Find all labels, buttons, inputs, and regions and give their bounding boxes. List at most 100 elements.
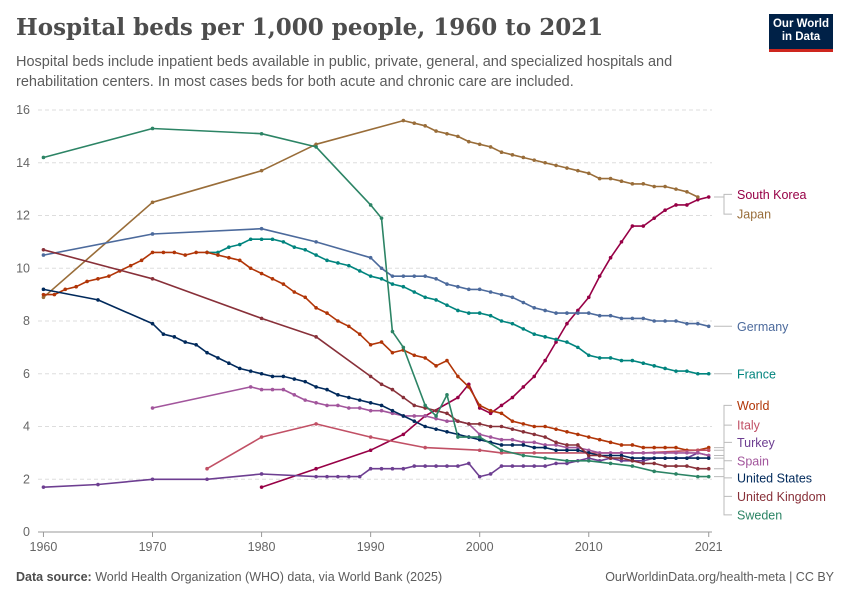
data-point-japan bbox=[696, 195, 700, 199]
data-point-world bbox=[161, 250, 166, 255]
data-point-world bbox=[85, 279, 89, 284]
data-point-japan bbox=[434, 129, 438, 133]
data-point-france bbox=[652, 364, 656, 368]
data-point-spain bbox=[521, 440, 526, 445]
data-point-france bbox=[401, 284, 406, 289]
data-point-world bbox=[706, 445, 711, 450]
data-point-united-kingdom bbox=[706, 466, 711, 471]
data-point-france bbox=[227, 245, 231, 249]
label-connector-italy bbox=[714, 424, 732, 451]
data-point-italy bbox=[314, 422, 318, 426]
data-point-japan bbox=[685, 189, 689, 194]
license-link[interactable]: OurWorldinData.org/health-meta | CC BY bbox=[605, 570, 834, 584]
data-point-france bbox=[696, 371, 700, 376]
data-point-united-states bbox=[237, 366, 242, 371]
series-line-sweden bbox=[43, 127, 709, 478]
data-point-france bbox=[412, 290, 417, 294]
data-point-spain bbox=[434, 416, 438, 421]
data-point-south-korea bbox=[510, 395, 515, 400]
logo-line-1: Our World bbox=[772, 18, 829, 30]
data-point-united-states bbox=[576, 448, 580, 453]
data-point-france bbox=[325, 258, 329, 263]
data-point-sweden bbox=[456, 435, 460, 439]
data-point-sweden bbox=[630, 464, 635, 468]
data-point-south-korea bbox=[488, 411, 493, 416]
data-point-france bbox=[434, 298, 438, 302]
data-point-sweden bbox=[379, 216, 384, 220]
data-point-united-states bbox=[41, 287, 46, 292]
data-point-germany bbox=[586, 311, 591, 315]
data-point-spain bbox=[543, 443, 547, 447]
data-point-turkey bbox=[314, 474, 318, 479]
data-point-sweden bbox=[586, 458, 591, 463]
data-point-united-kingdom bbox=[499, 424, 504, 429]
data-point-japan bbox=[423, 124, 427, 128]
data-point-world bbox=[74, 284, 78, 289]
data-point-turkey bbox=[499, 464, 504, 468]
data-point-france bbox=[259, 237, 264, 242]
data-point-united-states bbox=[663, 456, 667, 460]
data-point-world bbox=[205, 250, 209, 255]
data-point-turkey bbox=[445, 464, 449, 468]
data-point-united-states bbox=[510, 443, 515, 447]
data-point-france bbox=[576, 345, 580, 350]
data-point-united-states bbox=[314, 385, 318, 389]
data-point-south-korea bbox=[314, 466, 318, 471]
data-point-spain bbox=[347, 406, 351, 410]
data-point-germany bbox=[565, 311, 569, 315]
legend-labels: South Korea Japan Germany France World Italy T… bbox=[714, 188, 826, 522]
data-point-united-kingdom bbox=[576, 443, 580, 447]
data-point-south-korea bbox=[456, 395, 460, 400]
data-point-south-korea bbox=[641, 224, 646, 228]
data-point-united-states bbox=[227, 361, 231, 366]
series-line-world bbox=[43, 251, 709, 452]
data-point-united-states bbox=[194, 342, 198, 347]
data-point-world bbox=[96, 277, 100, 281]
data-point-france bbox=[641, 361, 646, 366]
data-point-germany bbox=[150, 232, 155, 236]
data-point-germany bbox=[477, 287, 482, 292]
data-point-germany bbox=[510, 295, 515, 300]
data-point-spain bbox=[608, 451, 613, 455]
data-point-world bbox=[652, 445, 656, 450]
data-point-france bbox=[248, 237, 253, 242]
data-point-united-kingdom bbox=[150, 277, 155, 281]
data-point-united-kingdom bbox=[412, 403, 417, 408]
data-point-spain bbox=[412, 414, 417, 418]
data-point-turkey bbox=[619, 458, 624, 463]
data-point-united-kingdom bbox=[368, 374, 373, 379]
data-point-world bbox=[390, 350, 395, 355]
data-point-sweden bbox=[368, 203, 373, 207]
data-point-italy bbox=[205, 466, 209, 471]
data-point-sweden bbox=[445, 393, 449, 397]
owid-logo[interactable]: Our World in Data bbox=[769, 14, 833, 52]
data-point-germany bbox=[379, 266, 384, 271]
data-point-world bbox=[183, 253, 188, 257]
data-point-turkey bbox=[412, 464, 417, 468]
data-point-united-kingdom bbox=[390, 387, 395, 392]
data-point-sweden bbox=[706, 474, 711, 479]
data-point-south-korea bbox=[674, 203, 678, 207]
axis-layer: 0 2 4 6 8 10 12 14 16 1960 1970 1980 1990 2000 2010 202… bbox=[16, 103, 723, 554]
data-point-united-states bbox=[565, 448, 569, 453]
data-point-spain bbox=[685, 451, 689, 455]
data-point-japan bbox=[630, 182, 635, 186]
data-point-united-states bbox=[608, 453, 613, 458]
series-label-italy: Italy bbox=[737, 419, 761, 433]
data-point-world bbox=[466, 385, 471, 389]
data-point-germany bbox=[488, 290, 493, 294]
x-tick-label: 2000 bbox=[466, 540, 494, 554]
data-point-world bbox=[445, 358, 449, 363]
data-point-spain bbox=[706, 453, 711, 458]
data-point-world bbox=[586, 435, 591, 439]
data-point-world bbox=[543, 424, 547, 429]
data-point-united-states bbox=[685, 456, 689, 460]
data-point-italy bbox=[696, 448, 700, 453]
data-point-world bbox=[216, 253, 220, 257]
data-point-france bbox=[488, 313, 493, 318]
data-point-turkey bbox=[205, 477, 209, 482]
data-point-turkey bbox=[510, 464, 515, 468]
line-chart: 0 2 4 6 8 10 12 14 16 1960 1970 1980 1990 2000 2010 202… bbox=[16, 103, 826, 554]
data-point-spain bbox=[630, 451, 635, 455]
data-point-world bbox=[357, 332, 362, 336]
